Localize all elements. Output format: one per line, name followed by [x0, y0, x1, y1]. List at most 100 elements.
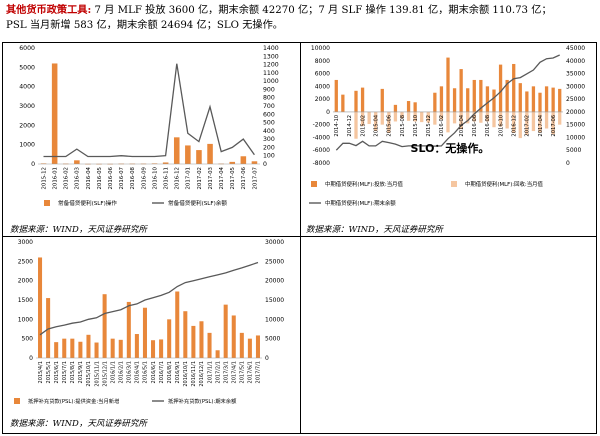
- mlf-bar: [544, 86, 549, 112]
- legend-swatch: [451, 181, 457, 187]
- mlf-bar: [551, 111, 555, 135]
- y-left-tick-label: 0: [326, 109, 330, 116]
- y-left-tick-label: 0: [31, 161, 35, 168]
- mlf-bar: [406, 101, 411, 112]
- mlf-bar: [531, 111, 536, 132]
- y-left-tick-label: 2000: [18, 278, 33, 285]
- mlf-bar: [492, 89, 496, 112]
- x-tick-label: 2015/12/1: [102, 361, 108, 387]
- x-tick-label: 2015/9/1: [78, 361, 84, 383]
- x-tick-label: 2015/7/1: [62, 361, 68, 383]
- mlf-bar: [518, 83, 522, 112]
- x-tick-label: 2015-10: [413, 115, 419, 137]
- y-right-tick-label: 25000: [566, 96, 585, 103]
- x-tick-label: 2016/3/1: [127, 361, 133, 383]
- x-tick-label: 2016-04: [86, 166, 92, 189]
- y-left-tick-label: 10000: [311, 45, 330, 52]
- grid-divider-horizontal: [3, 236, 596, 237]
- mlf-bar: [354, 111, 358, 139]
- mlf-bar: [472, 79, 476, 112]
- y-right-tick-label: 1400: [263, 45, 279, 52]
- x-tick-label: 2017/1/1: [207, 361, 213, 383]
- y-left-tick-label: -8000: [313, 160, 331, 167]
- y-right-tick-label: 40000: [566, 58, 585, 65]
- x-tick-label: 2016-07: [119, 167, 125, 190]
- x-tick-label: 2016/8/1: [167, 361, 173, 383]
- psl-bar: [191, 325, 196, 358]
- x-tick-label: 2017-02: [525, 115, 531, 137]
- mlf-series-line: [335, 54, 560, 151]
- x-tick-label: 2015-12: [41, 167, 47, 190]
- x-tick-label: 2016-04: [459, 114, 465, 136]
- mlf-bar: [558, 111, 562, 125]
- slf-bar: [173, 137, 180, 164]
- psl-bar: [159, 339, 164, 358]
- psl-bar: [183, 311, 188, 358]
- mlf-bar: [485, 86, 490, 112]
- mlf-bar: [452, 111, 457, 124]
- x-tick-label: 2016/9/1: [175, 361, 181, 383]
- mlf-bar: [479, 111, 483, 123]
- psl-bar: [94, 342, 99, 358]
- x-tick-label: 2015/11/1: [94, 361, 100, 387]
- y-right-tick-label: 1200: [263, 62, 279, 69]
- grid-divider-vertical: [300, 43, 301, 433]
- psl-bar: [110, 338, 115, 358]
- x-tick-label: 2016-01: [53, 167, 59, 190]
- x-tick-label: 2017/5/1: [240, 361, 246, 383]
- source-note-psl: 数据来源：WIND，天风证券研究所: [10, 419, 147, 429]
- y-right-tick-label: 800: [263, 95, 275, 102]
- mlf-bar: [393, 104, 398, 112]
- y-right-tick-label: 30000: [566, 83, 585, 90]
- slf-bar: [185, 145, 191, 164]
- legend-swatch: [44, 200, 50, 206]
- mlf-bar: [387, 111, 391, 133]
- x-tick-label: 2017-06: [241, 166, 247, 189]
- mlf-bar: [380, 88, 384, 112]
- x-tick-label: 2016/6/1: [151, 361, 157, 383]
- y-right-tick-label: 500: [263, 120, 275, 127]
- mlf-bar: [393, 111, 398, 122]
- psl-bar: [54, 342, 59, 358]
- y-right-tick-label: 0: [566, 160, 570, 167]
- mlf-bar: [354, 90, 358, 112]
- mlf-bar: [374, 111, 378, 132]
- x-tick-label: 2016/10/1: [183, 361, 189, 387]
- source-note-slf: 数据来源：WIND，天风证券研究所: [10, 225, 147, 235]
- mlf-bar: [413, 111, 417, 122]
- legend-swatch: [14, 398, 20, 404]
- y-right-tick-label: 15000: [265, 297, 284, 304]
- legend-label: 抵押补充贷款(PSL):提供资金:当月新增: [28, 397, 119, 405]
- x-tick-label: 2014-10: [334, 115, 340, 137]
- mlf-bar: [400, 111, 404, 119]
- x-tick-label: 2017-03: [208, 167, 214, 190]
- x-tick-label: 2014-12: [347, 115, 353, 137]
- header-line-1-text: 7 月 MLF 投放 3600 亿，期末余额 42270 亿；7 月 SLF 操…: [94, 5, 552, 16]
- y-right-tick-label: 5000: [265, 336, 280, 343]
- mlf-bar: [360, 87, 365, 112]
- mlf-bar: [512, 63, 516, 112]
- psl-bar: [255, 335, 260, 358]
- y-left-tick-label: 4000: [19, 84, 35, 91]
- x-tick-label: 2015-04: [374, 114, 380, 136]
- y-right-tick-label: 15000: [566, 122, 585, 129]
- x-tick-label: 2017-04: [219, 166, 225, 189]
- y-left-tick-label: 2000: [19, 122, 35, 129]
- psl-bar: [126, 301, 131, 358]
- mlf-bar: [341, 94, 345, 112]
- slf-chart: 0100020003000400050006000010020030040050…: [19, 45, 279, 207]
- x-tick-label: 2015/10/1: [86, 361, 92, 387]
- legend-swatch: [311, 181, 317, 187]
- mlf-bar: [551, 87, 555, 112]
- mlf-bar: [505, 79, 509, 112]
- x-tick-label: 2016-06: [472, 115, 478, 137]
- y-right-tick-label: 1000: [263, 78, 279, 85]
- mlf-bar: [380, 111, 384, 125]
- x-tick-label: 2015-08: [400, 115, 406, 137]
- x-tick-label: 2016-06: [108, 166, 114, 189]
- slf-bar: [251, 161, 258, 164]
- psl-bar: [134, 334, 139, 358]
- mlf-bar: [538, 111, 542, 133]
- mlf-bar: [531, 86, 536, 112]
